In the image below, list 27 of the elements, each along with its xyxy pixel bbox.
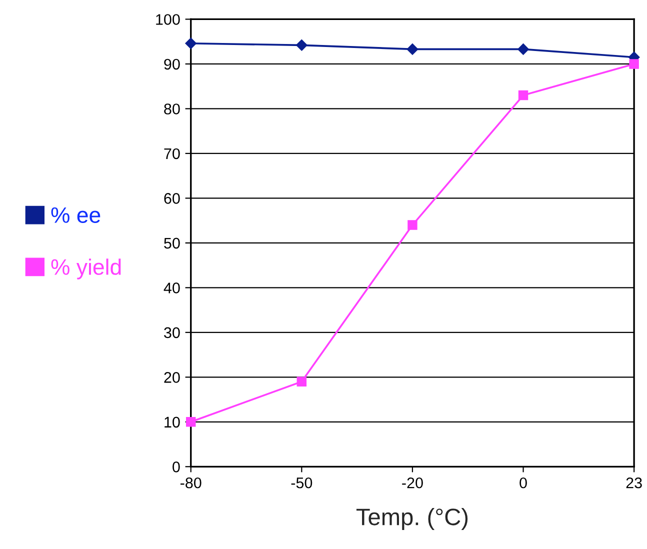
y-tick-label: 70 — [164, 148, 180, 160]
point — [296, 376, 307, 386]
point — [185, 38, 196, 49]
y-tick-label: 10 — [164, 416, 180, 428]
y-tick-label: 0 — [172, 462, 180, 472]
y-tick-label: 60 — [164, 193, 180, 204]
x-tick-label: 0 — [520, 477, 527, 488]
y-tick-label: 100 — [156, 14, 180, 25]
y-tick-label: 30 — [164, 327, 180, 338]
y-tick-label: 40 — [164, 282, 180, 294]
point — [408, 220, 418, 230]
y-tick-label: 80 — [164, 104, 180, 114]
x-tick-label: 23 — [626, 477, 642, 488]
x-tick-label: -20 — [402, 477, 423, 488]
x-tick-label: -50 — [291, 477, 312, 488]
legend-label: % yield — [51, 258, 121, 280]
y-tick-label: 50 — [164, 238, 180, 249]
point — [518, 44, 529, 55]
point — [629, 59, 639, 69]
x-axis-title: Temp. (°C) — [356, 508, 468, 530]
point — [518, 90, 528, 100]
y-tick-label: 90 — [164, 58, 180, 70]
point — [406, 44, 418, 55]
point — [296, 40, 308, 51]
legend-label: % ee — [51, 207, 100, 223]
x-tick-label: -80 — [180, 477, 202, 488]
y-tick-label: 20 — [164, 372, 180, 383]
